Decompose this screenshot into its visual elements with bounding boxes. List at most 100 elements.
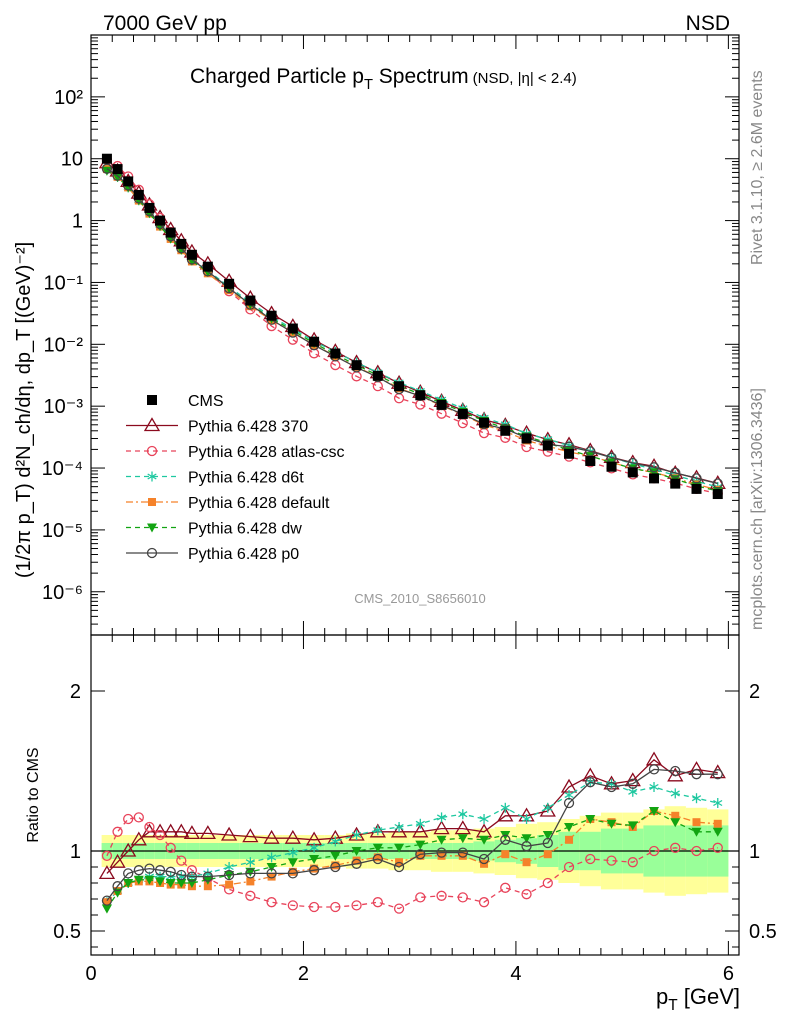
main-y-tick-label: 10 xyxy=(61,149,83,171)
ratio-point-p0 xyxy=(351,858,362,869)
ratio-point-p0 xyxy=(245,868,256,879)
ratio-point-dw xyxy=(585,815,596,824)
ratio-point-d6t xyxy=(500,802,510,813)
ratio-point-p370 xyxy=(98,865,116,880)
main-point-cms xyxy=(266,310,277,321)
ratio-point-p370 xyxy=(130,831,147,846)
legend-marker xyxy=(147,523,157,533)
ratio-point-dw xyxy=(372,843,383,853)
ratio-point-atlas xyxy=(500,882,511,893)
ratio-point-atlas xyxy=(330,901,341,913)
ratio-point-d6t xyxy=(713,798,723,808)
ratio-point-d6t xyxy=(245,857,255,868)
ratio-point-atlas xyxy=(627,857,638,868)
ratio-series-group xyxy=(98,751,726,914)
ratio-series-dw xyxy=(101,807,723,914)
rivet-label: Rivet 3.1.10, ≥ 2.6M events xyxy=(749,70,766,265)
legend-marker xyxy=(146,547,158,559)
ratio-point-atlas xyxy=(415,892,426,903)
legend-label: Pythia 6.428 dw xyxy=(188,521,302,538)
legend-item-d6t: Pythia 6.428 d6t xyxy=(126,470,304,487)
main-y-tick-label: 10² xyxy=(54,87,83,109)
ratio-point-dw xyxy=(133,875,144,885)
x-tick-label: 0 xyxy=(85,963,96,985)
ratio-y-tick-label: 1 xyxy=(70,841,81,863)
ratio-y-tick-label-right: 0.5 xyxy=(749,921,777,943)
chart-title: Charged Particle pT Spectrum (NSD, |η| < … xyxy=(190,65,577,93)
ratio-point-atlas xyxy=(287,900,298,911)
ratio-point-dw xyxy=(287,858,298,868)
ratio-point-default xyxy=(565,835,574,844)
main-point-cms xyxy=(186,249,197,260)
ratio-point-default xyxy=(331,861,340,870)
ratio-point-d6t xyxy=(691,793,702,804)
main-point-cms xyxy=(245,295,256,306)
main-point-cms xyxy=(101,153,112,164)
ratio-point-p0 xyxy=(186,871,198,882)
main-point-p0 xyxy=(712,478,723,489)
ratio-point-d6t xyxy=(479,814,489,824)
ratio-point-p370 xyxy=(220,826,238,841)
ratio-point-atlas xyxy=(436,890,447,901)
ratio-point-p370 xyxy=(162,823,179,838)
main-point-p0 xyxy=(648,462,660,473)
ratio-point-p0 xyxy=(670,765,681,777)
main-point-cms xyxy=(176,238,187,249)
legend-item-default: Pythia 6.428 default xyxy=(126,495,330,512)
ratio-point-p0 xyxy=(112,881,123,892)
ratio-point-d6t xyxy=(394,822,404,832)
ratio-point-p0 xyxy=(154,865,166,876)
main-line-atlas xyxy=(106,158,718,495)
main-point-cms xyxy=(585,455,596,466)
legend-label: Pythia 6.428 default xyxy=(188,495,330,512)
ratio-point-default xyxy=(437,851,446,860)
main-point-cms xyxy=(606,461,617,472)
ratio-point-default xyxy=(713,819,722,828)
main-point-cms xyxy=(627,467,638,478)
ratio-line-p0 xyxy=(106,768,718,901)
ratio-point-dw xyxy=(415,840,426,850)
ratio-point-p0 xyxy=(330,861,341,873)
ratio-point-atlas xyxy=(542,877,553,889)
ratio-point-default xyxy=(416,851,425,860)
ratio-point-d6t xyxy=(266,852,277,863)
ratio-point-d6t xyxy=(521,814,532,824)
ratio-point-dw xyxy=(330,851,341,861)
main-point-cms xyxy=(564,448,575,459)
legend-marker xyxy=(147,471,157,482)
main-y-tick-label: 1 xyxy=(72,211,83,233)
ratio-point-atlas xyxy=(123,813,134,825)
main-point-cms xyxy=(415,390,426,401)
ratio-point-dw xyxy=(627,821,638,831)
legend-marker xyxy=(146,445,158,457)
ratio-point-p0 xyxy=(691,769,702,780)
legend-label: Pythia 6.428 d6t xyxy=(188,470,304,487)
ratio-point-p0 xyxy=(585,777,596,788)
ratio-point-atlas xyxy=(712,842,723,853)
legend-label: CMS xyxy=(188,393,224,410)
ratio-point-p0 xyxy=(606,781,617,793)
ratio-point-p370 xyxy=(497,807,514,822)
ratio-point-atlas xyxy=(165,842,176,853)
main-point-cms xyxy=(330,348,341,359)
ratio-series-p0 xyxy=(101,764,723,906)
ratio-point-atlas xyxy=(393,903,405,914)
ratio-point-dw xyxy=(542,831,553,840)
ratio-point-p0 xyxy=(648,764,660,775)
ratio-point-dw xyxy=(564,823,575,832)
ratio-point-d6t xyxy=(309,842,319,853)
ratio-point-d6t xyxy=(351,830,362,840)
ratio-line-p370 xyxy=(106,758,718,874)
ratio-y-tick-label-right: 2 xyxy=(749,681,760,703)
ratio-point-p0 xyxy=(176,869,187,881)
ratio-point-p0 xyxy=(308,865,320,876)
ratio-point-atlas xyxy=(176,855,187,866)
mcplots-label: mcplots.cern.ch [arXiv:1306.3436] xyxy=(749,388,766,630)
ratio-point-p0 xyxy=(500,834,511,845)
ratio-point-default xyxy=(225,880,234,889)
ratio-point-atlas xyxy=(670,842,681,853)
ratio-point-p0 xyxy=(123,868,134,879)
ratio-point-d6t xyxy=(373,825,383,836)
ratio-point-p0 xyxy=(627,778,638,789)
